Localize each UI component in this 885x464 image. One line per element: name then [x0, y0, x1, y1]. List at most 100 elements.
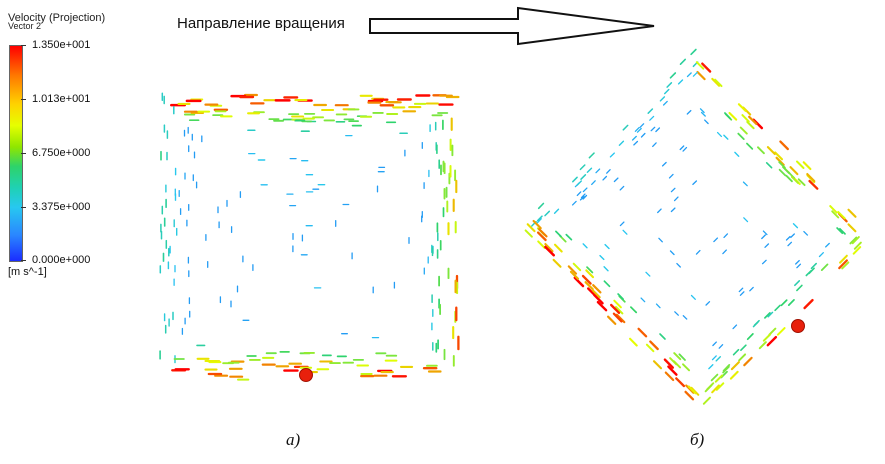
velocity-vector — [803, 230, 809, 236]
velocity-vector — [696, 70, 706, 81]
velocity-vector — [780, 299, 788, 307]
velocity-vector — [580, 193, 586, 199]
velocity-vector — [829, 205, 838, 214]
velocity-vector — [818, 252, 824, 258]
velocity-vector — [723, 134, 729, 140]
velocity-vector — [805, 269, 813, 277]
velocity-vector — [787, 299, 795, 306]
velocity-vector — [766, 335, 778, 347]
velocity-vector — [732, 324, 738, 330]
legend-units: [m s^-1] — [8, 266, 47, 278]
velocity-vector — [761, 259, 767, 265]
velocity-vector — [675, 377, 686, 388]
velocity-vector — [650, 126, 656, 132]
velocity-vector — [592, 284, 602, 294]
velocity-vector — [662, 100, 668, 106]
legend-tick-label: 0.000e+000 — [32, 254, 91, 266]
velocity-vector — [705, 301, 711, 306]
velocity-vector — [806, 173, 816, 183]
velocity-vector — [762, 333, 772, 342]
velocity-vector — [796, 160, 805, 169]
velocity-vector — [582, 194, 588, 200]
velocity-vector — [679, 58, 686, 66]
velocity-vector — [847, 208, 857, 218]
velocity-vector — [716, 131, 723, 138]
velocity-vector — [544, 210, 551, 217]
velocity-vector — [603, 280, 611, 288]
velocity-vector — [711, 384, 720, 394]
velocity-vector — [837, 210, 846, 220]
velocity-vector — [785, 174, 793, 183]
velocity-vector — [853, 241, 862, 250]
velocity-vector — [841, 261, 850, 270]
velocity-vector — [580, 174, 587, 180]
velocity-vector — [838, 259, 848, 270]
rotor-marker-a — [299, 368, 313, 382]
caption-b: б) — [690, 430, 705, 449]
velocity-vectors-a — [159, 92, 460, 381]
velocity-vector — [692, 180, 698, 186]
velocity-vector — [634, 127, 640, 132]
velocity-vectors-b — [524, 48, 862, 405]
velocity-vector — [603, 266, 609, 272]
velocity-vector — [649, 115, 655, 121]
velocity-vector — [663, 358, 675, 369]
legend-tick — [21, 45, 26, 46]
velocity-vector — [657, 208, 662, 214]
velocity-vector — [666, 82, 673, 88]
legend-tick-label: 1.013e+001 — [32, 93, 91, 105]
velocity-vector — [742, 181, 748, 187]
velocity-vector — [746, 333, 754, 341]
velocity-vector — [595, 168, 601, 174]
rotor-marker-b — [791, 319, 805, 333]
velocity-vector — [790, 175, 799, 184]
velocity-vector — [679, 145, 685, 151]
velocity-vector — [789, 166, 799, 176]
velocity-vector — [613, 177, 619, 183]
velocity-vector — [764, 243, 770, 248]
velocity-vector — [677, 79, 684, 85]
velocity-vector — [637, 327, 648, 338]
velocity-vector — [586, 167, 593, 174]
velocity-vector — [652, 142, 657, 148]
velocity-vector — [847, 223, 857, 233]
velocity-vector — [582, 187, 588, 193]
velocity-vector — [779, 140, 789, 151]
velocity-vector — [532, 219, 542, 230]
velocity-vector — [645, 271, 651, 277]
velocity-vector — [758, 341, 767, 350]
velocity-vector — [668, 173, 674, 179]
velocity-vector — [722, 249, 727, 255]
legend-tick — [21, 207, 26, 208]
velocity-vector — [604, 243, 610, 250]
velocity-vector — [596, 300, 608, 312]
velocity-vector — [672, 360, 682, 369]
velocity-vector — [797, 178, 806, 187]
velocity-vector — [661, 161, 667, 167]
velocity-vector — [571, 200, 577, 206]
velocity-vector — [599, 254, 605, 261]
velocity-vector — [586, 287, 598, 298]
velocity-vector — [785, 235, 791, 241]
velocity-vector — [647, 108, 654, 114]
velocity-vector — [787, 241, 793, 247]
velocity-vector — [591, 180, 596, 186]
velocity-vector — [639, 123, 645, 128]
velocity-vector — [667, 365, 678, 376]
legend-tick — [21, 99, 26, 100]
velocity-vector — [629, 337, 638, 347]
velocity-vector — [622, 229, 628, 235]
velocity-vector — [757, 146, 765, 155]
velocity-vector — [712, 341, 717, 347]
velocity-vector — [536, 215, 543, 222]
velocity-vector — [774, 304, 781, 312]
velocity-vector — [619, 185, 625, 191]
velocity-vector — [775, 156, 785, 166]
velocity-vector — [565, 233, 573, 241]
velocity-vector — [692, 71, 698, 77]
velocity-vector — [631, 135, 637, 141]
velocity-vector — [713, 237, 719, 243]
velocity-vector — [808, 179, 819, 190]
velocity-vector — [764, 312, 771, 319]
velocity-vector — [738, 287, 744, 293]
